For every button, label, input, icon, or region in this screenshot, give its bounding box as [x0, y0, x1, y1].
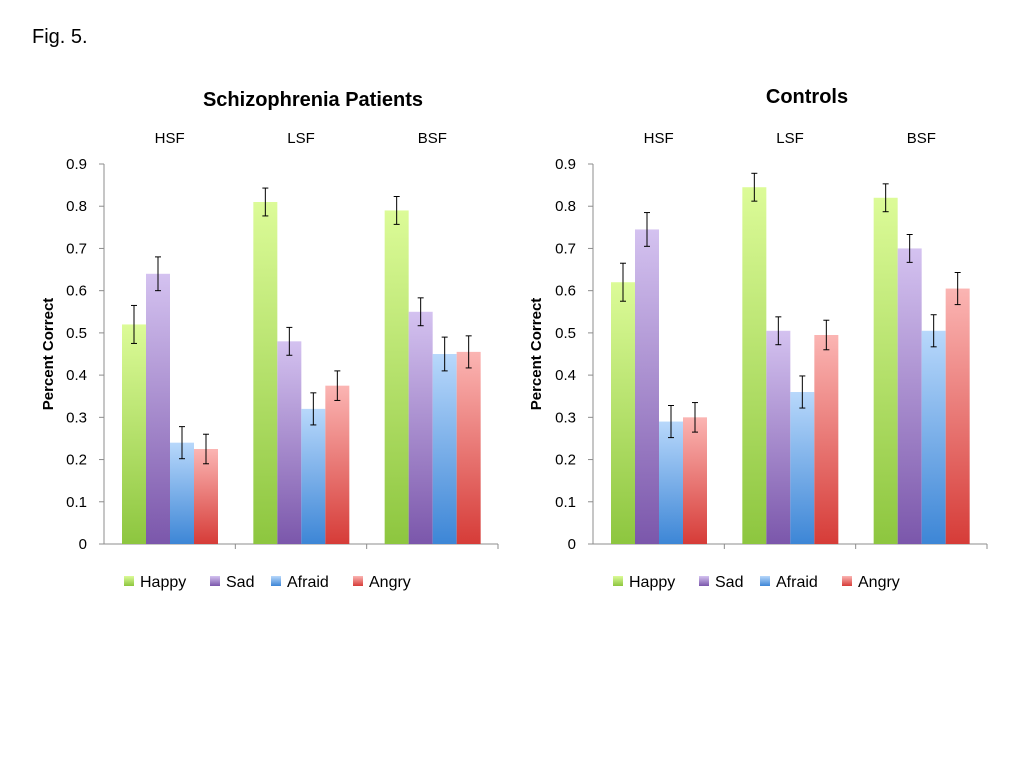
bar-afraid-lsf: [790, 392, 815, 544]
y-tick-label: 0.3: [66, 409, 87, 426]
legend-swatch-afraid: [760, 576, 770, 586]
legend-label-afraid: Afraid: [776, 574, 818, 591]
legend-swatch-angry: [842, 576, 852, 586]
category-label-hsf: HSF: [644, 130, 674, 147]
bar-happy-hsf: [611, 282, 635, 544]
bar-happy-lsf: [742, 187, 767, 544]
y-tick-label: 0: [568, 536, 576, 553]
y-tick-label: 0.4: [555, 367, 576, 384]
y-tick-label: 0.2: [555, 452, 576, 469]
bar-angry-lsf: [814, 335, 839, 544]
y-tick-label: 0.9: [555, 156, 576, 173]
y-tick-label: 0.9: [66, 156, 87, 173]
y-tick-label: 0.5: [66, 325, 87, 342]
bar-afraid-bsf: [432, 354, 457, 544]
bar-sad-lsf: [766, 330, 791, 544]
bar-happy-hsf: [122, 324, 146, 544]
legend-swatch-angry: [353, 576, 363, 586]
y-tick-label: 0.7: [555, 240, 576, 257]
legend-swatch-sad: [699, 576, 709, 586]
bar-sad-lsf: [277, 341, 302, 544]
category-label-bsf: BSF: [907, 130, 936, 147]
bar-sad-bsf: [897, 248, 922, 544]
category-label-lsf: LSF: [776, 130, 804, 147]
y-tick-label: 0.1: [555, 494, 576, 511]
bar-afraid-lsf: [301, 408, 326, 544]
legend-label-happy: Happy: [140, 574, 186, 591]
legend-label-sad: Sad: [226, 574, 254, 591]
y-tick-label: 0.8: [66, 198, 87, 215]
bar-happy-bsf: [873, 197, 898, 544]
bar-sad-bsf: [408, 311, 433, 544]
legend-label-happy: Happy: [629, 574, 675, 591]
bar-afraid-hsf: [170, 442, 194, 544]
y-tick-label: 0.8: [555, 198, 576, 215]
y-tick-label: 0.7: [66, 240, 87, 257]
legend-label-angry: Angry: [369, 574, 411, 591]
category-label-bsf: BSF: [418, 130, 447, 147]
category-label-lsf: LSF: [287, 130, 315, 147]
y-tick-label: 0.4: [66, 367, 87, 384]
bar-sad-hsf: [146, 273, 170, 544]
bar-afraid-bsf: [921, 330, 946, 544]
bar-angry-bsf: [945, 288, 970, 544]
legend-label-sad: Sad: [715, 574, 743, 591]
chart-title: Schizophrenia Patients: [203, 89, 423, 111]
legend-label-afraid: Afraid: [287, 574, 329, 591]
y-axis-label: Percent Correct: [40, 298, 57, 411]
bar-angry-hsf: [194, 449, 218, 544]
y-tick-label: 0: [79, 536, 87, 553]
chart-panel-2: Controls Percent Correct 0 0.1 0.2 0.3 0.4 0.5 0…: [528, 86, 988, 591]
y-tick-label: 0.6: [555, 283, 576, 300]
y-axis-label: Percent Correct: [528, 298, 545, 411]
y-tick-label: 0.5: [555, 325, 576, 342]
figure-label: Fig. 5.: [32, 26, 88, 48]
bar-sad-hsf: [635, 229, 659, 544]
category-label-hsf: HSF: [155, 130, 185, 147]
legend-swatch-sad: [210, 576, 220, 586]
legend-label-angry: Angry: [858, 574, 900, 591]
bar-happy-bsf: [384, 210, 409, 544]
legend-swatch-afraid: [271, 576, 281, 586]
chart-title: Controls: [766, 86, 848, 108]
y-tick-label: 0.6: [66, 283, 87, 300]
bar-angry-lsf: [325, 385, 350, 544]
y-tick-label: 0.2: [66, 452, 87, 469]
bar-afraid-hsf: [659, 421, 683, 544]
chart-panel-1: Schizophrenia Patients Percent Correct 0 0.…: [40, 89, 499, 591]
legend-swatch-happy: [124, 576, 134, 586]
bar-happy-lsf: [253, 202, 278, 544]
bar-angry-hsf: [683, 417, 707, 544]
legend-swatch-happy: [613, 576, 623, 586]
y-tick-label: 0.1: [66, 494, 87, 511]
bar-angry-bsf: [456, 351, 481, 544]
y-tick-label: 0.3: [555, 409, 576, 426]
